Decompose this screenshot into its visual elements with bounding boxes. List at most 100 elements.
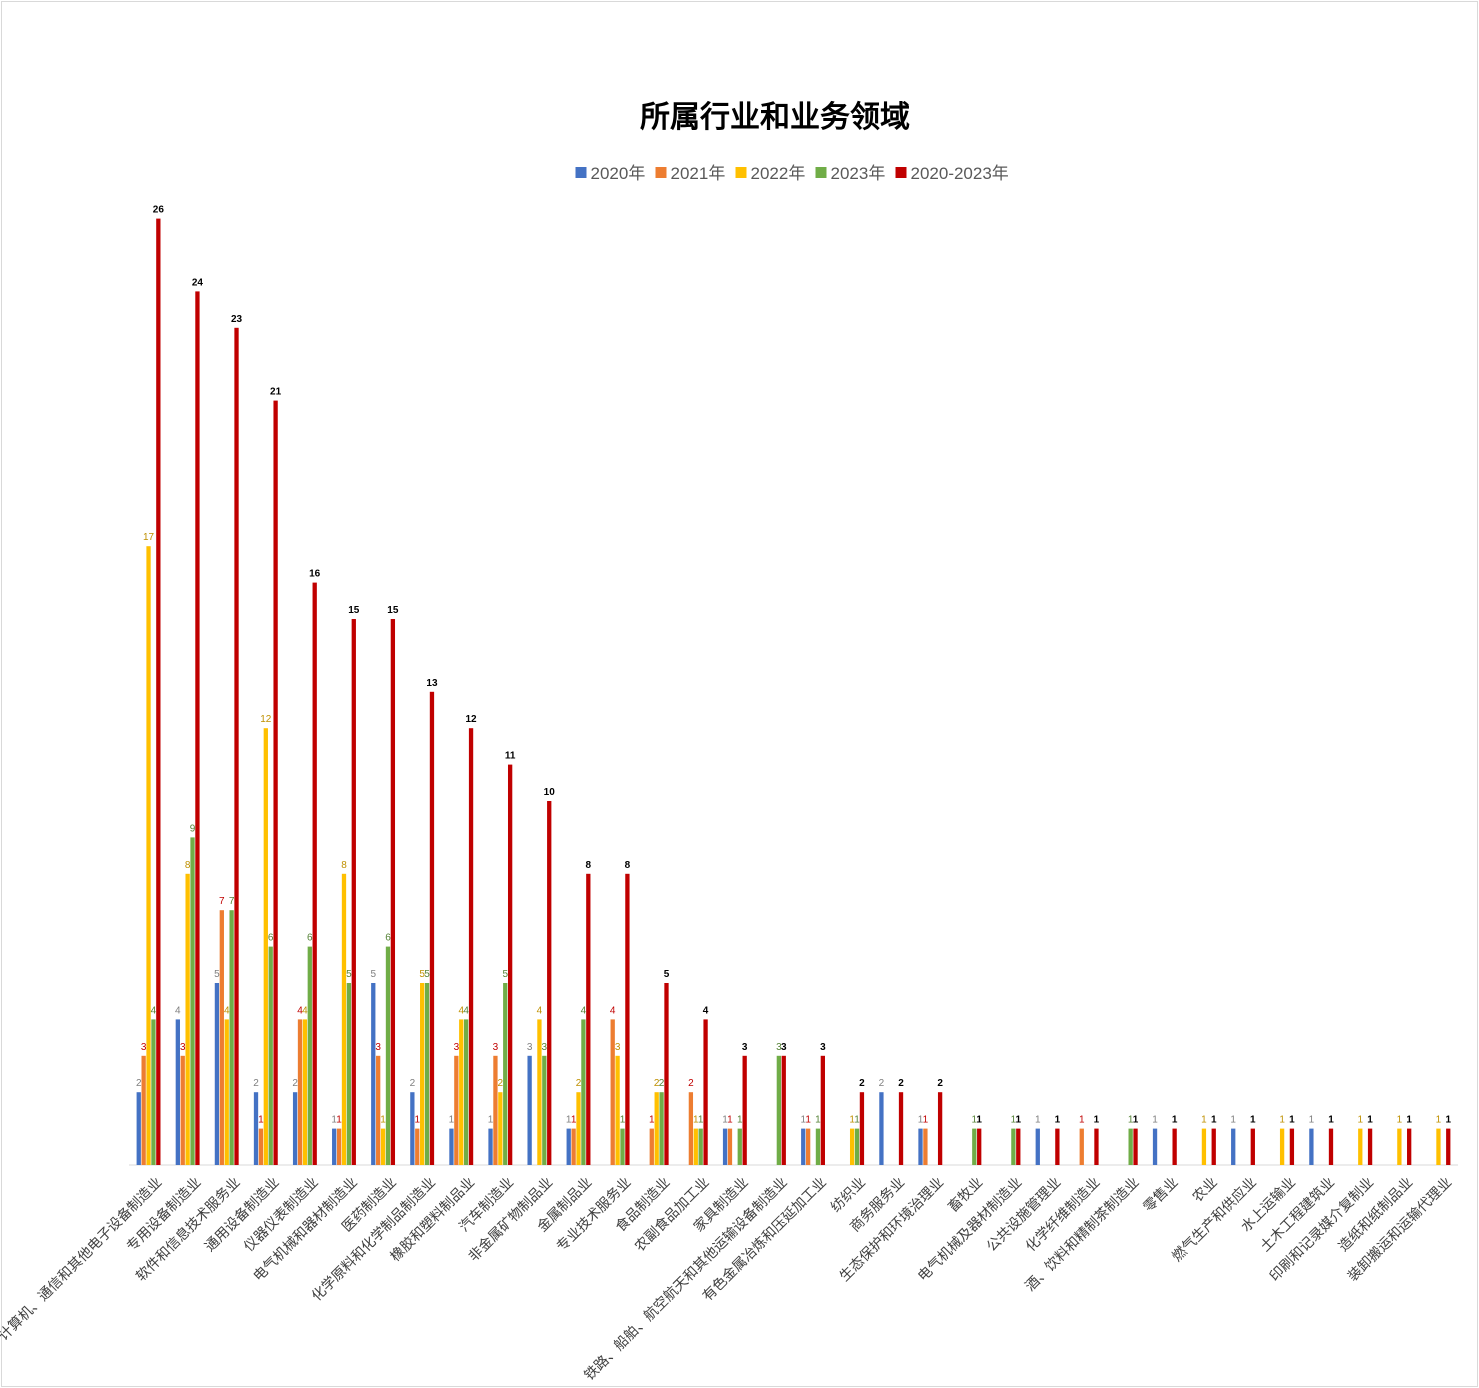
data-label: 1 [693,1115,699,1126]
data-label: 10 [544,787,556,798]
category-label: 计算机、通信和其他电子设备制造业 [0,1174,165,1344]
data-label: 1 [918,1115,924,1126]
bar [1094,1128,1099,1165]
data-label: 1 [1406,1115,1412,1126]
bar [937,1092,943,1165]
data-label: 15 [348,605,360,616]
data-label: 3 [742,1042,748,1053]
data-label: 5 [214,969,220,980]
bar [464,1019,469,1165]
bar [898,1092,904,1165]
legend-label: 2020-2023年 [911,164,1009,183]
data-label: 1 [1445,1115,1451,1126]
data-label: 1 [972,1115,978,1126]
bar [1279,1128,1285,1165]
bar [390,619,396,1165]
bar [410,1092,415,1165]
bar [1231,1128,1236,1165]
data-label: 4 [224,1005,230,1016]
bar [527,1055,532,1165]
data-label: 4 [297,1005,303,1016]
data-label: 1 [1328,1115,1334,1126]
data-label: 5 [370,969,376,980]
data-label: 2 [659,1078,665,1089]
bar [195,291,200,1165]
data-label: 1 [698,1115,704,1126]
data-label: 3 [493,1042,499,1053]
bar [664,983,669,1165]
bar [136,1092,141,1165]
data-label: 1 [258,1115,264,1126]
data-label: 2 [136,1078,142,1089]
category-labels-group: 计算机、通信和其他电子设备制造业专用设备制造业软件和信息技术服务业通用设备制造业… [0,1174,1455,1383]
legend-swatch [895,167,907,178]
bar [776,1055,782,1165]
bar [698,1128,703,1165]
legend-swatch [655,167,667,178]
bar [923,1128,928,1165]
data-label: 6 [385,933,391,944]
legend-label: 2021年 [671,164,726,183]
data-label: 1 [1152,1115,1158,1126]
data-label: 1 [1211,1115,1217,1126]
data-label: 1 [1201,1115,1207,1126]
data-label: 1 [1094,1115,1100,1126]
data-label: 1 [1230,1115,1236,1126]
bar [376,1055,381,1165]
bar [727,1128,733,1165]
data-label: 1 [1011,1115,1017,1126]
bar [542,1055,547,1165]
data-label: 1 [1079,1115,1085,1126]
bar [312,582,317,1165]
bar [141,1055,146,1165]
data-label: 15 [387,605,399,616]
data-label: 1 [1357,1115,1363,1126]
data-label: 3 [180,1042,186,1053]
bar [581,1019,586,1165]
bar [1128,1128,1133,1165]
data-label: 7 [219,896,225,907]
bar [302,1019,308,1165]
data-label: 2 [253,1078,259,1089]
bar [859,1092,865,1165]
bar [571,1128,576,1165]
bar [214,983,220,1165]
data-label: 1 [976,1115,982,1126]
data-label: 1 [727,1115,733,1126]
bar [292,1092,298,1165]
data-label: 6 [268,933,274,944]
bar [229,910,234,1165]
data-label: 1 [1016,1115,1022,1126]
data-label: 1 [1035,1115,1041,1126]
bar [854,1128,860,1165]
data-label: 4 [302,1005,308,1016]
bar [175,1019,180,1165]
bars-group [136,218,1451,1166]
bar [849,1128,855,1165]
bar [703,1019,708,1165]
legend-label: 2022年 [751,164,806,183]
data-label: 12 [465,714,477,725]
bar [879,1092,884,1165]
data-label: 2 [688,1078,694,1089]
bar [498,1092,503,1165]
bar [332,1128,337,1165]
bar [820,1055,825,1165]
bar [1133,1128,1138,1165]
data-label: 13 [426,678,438,689]
category-label: 农业 [1189,1174,1220,1205]
bar [649,1128,654,1165]
data-label: 11 [505,751,516,762]
bar [805,1128,811,1165]
bar [1250,1128,1255,1165]
bar [1397,1128,1402,1165]
data-label: 26 [153,205,165,216]
data-label: 21 [270,387,282,398]
data-label: 8 [586,860,592,871]
bar [258,1128,264,1165]
bar [972,1128,977,1165]
bar [586,873,591,1165]
bar [219,910,224,1165]
